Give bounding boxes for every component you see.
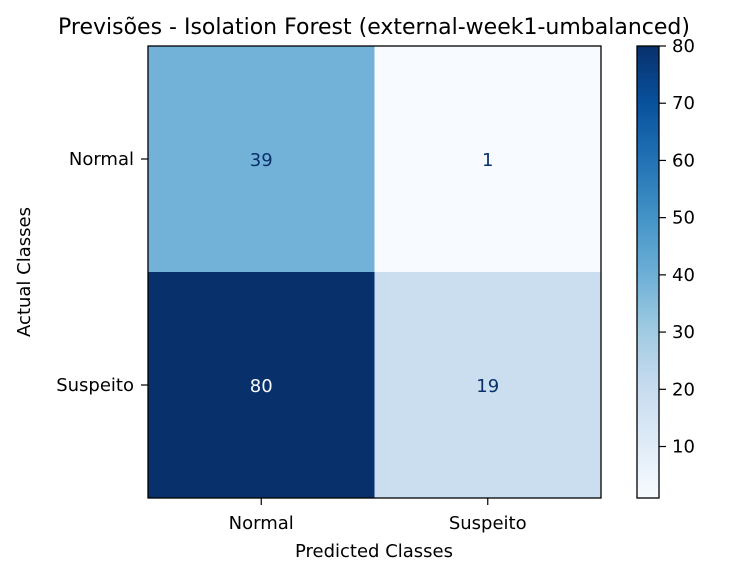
heatmap-cells — [148, 46, 602, 499]
heatmap-cell-0-0 — [148, 46, 375, 273]
x-tick-label: Normal — [229, 513, 294, 534]
y-axis-ticks: Normal Suspeito — [56, 149, 148, 396]
colorbar-tick-label: 10 — [672, 437, 695, 458]
y-tick-label: Normal — [69, 149, 134, 170]
heatmap-cell-label-0-1: 1 — [482, 150, 493, 171]
colorbar-tick-label: 30 — [672, 322, 695, 343]
x-tick-label: Suspeito — [449, 513, 527, 534]
heatmap-cell-1-0 — [148, 272, 375, 499]
colorbar-tick-label: 60 — [672, 150, 695, 171]
y-tick-label: Suspeito — [56, 375, 134, 396]
heatmap-cell-label-1-1: 19 — [476, 376, 499, 397]
y-axis-label: Actual Classes — [14, 207, 35, 337]
colorbar-tick-label: 20 — [672, 379, 695, 400]
x-axis-ticks: Normal Suspeito — [229, 498, 527, 534]
heatmap-frame — [147, 45, 602, 499]
colorbar-ticks: 10 20 30 40 50 60 70 80 — [659, 36, 695, 458]
colorbar-frame — [636, 45, 660, 499]
colorbar — [637, 46, 659, 498]
heatmap-cell-1-1 — [374, 272, 602, 499]
heatmap-cell-label-0-0: 39 — [250, 150, 273, 171]
colorbar-tick-label: 50 — [672, 208, 695, 229]
heatmap-cell-label-1-0: 80 — [250, 376, 273, 397]
colorbar-tick-label: 80 — [672, 36, 695, 57]
heatmap-cell-labels: 39 1 80 19 — [250, 150, 499, 397]
heatmap-cell-0-1 — [374, 46, 602, 273]
chart-title: Previsões - Isolation Forest (external-w… — [58, 15, 690, 40]
colorbar-tick-label: 70 — [672, 93, 695, 114]
colorbar-tick-label: 40 — [672, 265, 695, 286]
x-axis-label: Predicted Classes — [295, 541, 453, 562]
